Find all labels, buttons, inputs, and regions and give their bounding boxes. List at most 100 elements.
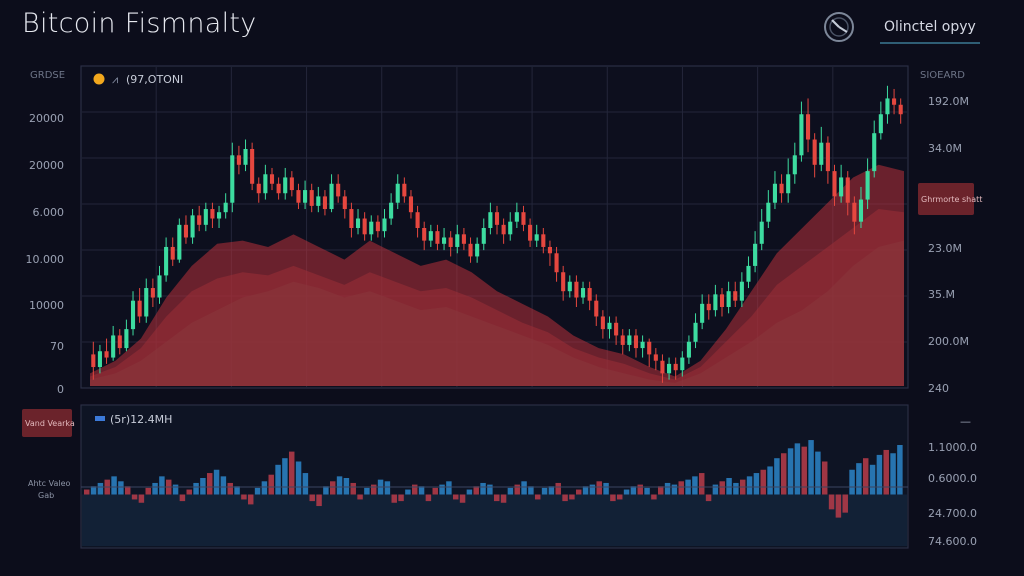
volume-bar bbox=[548, 486, 555, 495]
volume-bar bbox=[309, 494, 315, 502]
candle-body bbox=[329, 183, 334, 210]
volume-bar bbox=[172, 484, 179, 495]
volume-bar bbox=[863, 458, 869, 495]
candle-body bbox=[316, 196, 321, 206]
candle-body bbox=[885, 98, 890, 115]
candle-body bbox=[561, 272, 566, 292]
volume-bar bbox=[289, 451, 295, 495]
right-badge-text: Ghrmorte shatt bbox=[921, 195, 982, 204]
volume-legend-label: (5r)12.4MH bbox=[110, 413, 172, 426]
volume-bar bbox=[555, 482, 561, 495]
candle-body bbox=[382, 218, 387, 232]
clock-icon[interactable] bbox=[822, 10, 856, 44]
left-tick-label: 70 bbox=[50, 340, 64, 353]
candle-body bbox=[805, 114, 811, 140]
price-band-2 bbox=[90, 164, 904, 386]
candle-body bbox=[276, 183, 281, 194]
volume-bars bbox=[82, 440, 907, 546]
candle-body bbox=[117, 335, 122, 349]
candle-body bbox=[97, 351, 102, 368]
price-legend-label: (97,OTONI bbox=[126, 73, 183, 86]
candle-body bbox=[230, 155, 235, 203]
volume-bar bbox=[131, 494, 138, 500]
candle-body bbox=[580, 288, 586, 298]
right-tick-label: 200.0M bbox=[928, 335, 969, 348]
candle-body bbox=[216, 212, 222, 219]
candle-body bbox=[607, 322, 612, 330]
volume-bar bbox=[651, 494, 657, 500]
volume-bar bbox=[241, 494, 247, 500]
volume-bar bbox=[678, 481, 684, 495]
volume-bar bbox=[535, 494, 541, 500]
candle-body bbox=[528, 224, 533, 241]
volume-bar bbox=[671, 484, 678, 495]
candle-body bbox=[667, 363, 672, 374]
volume-bar bbox=[459, 494, 466, 503]
candle-body bbox=[488, 212, 493, 228]
candle-body bbox=[633, 335, 639, 349]
candle-body bbox=[640, 341, 645, 349]
candle-body bbox=[501, 224, 506, 235]
candle-body bbox=[759, 221, 764, 244]
candle-body bbox=[693, 322, 698, 342]
candle-body bbox=[203, 209, 208, 225]
volume-bar bbox=[418, 486, 425, 495]
volume-bar bbox=[118, 481, 124, 495]
candle-body bbox=[832, 171, 837, 197]
candle-body bbox=[627, 335, 632, 345]
volume-bar bbox=[808, 440, 814, 495]
candle-body bbox=[296, 190, 301, 203]
volume-bar bbox=[644, 487, 650, 495]
candle-body bbox=[700, 303, 705, 323]
candle-body bbox=[303, 190, 308, 203]
volume-bar bbox=[589, 484, 596, 495]
volume-bar bbox=[179, 494, 186, 502]
candle-body bbox=[673, 363, 678, 371]
volume-bar bbox=[869, 464, 876, 495]
volume-bar bbox=[282, 458, 288, 495]
candle-body bbox=[792, 155, 797, 175]
volume-bar bbox=[514, 484, 520, 495]
right-tick-label: 35.M bbox=[928, 288, 955, 301]
right-tick-label: 23.0M bbox=[928, 242, 962, 255]
volume-bar bbox=[569, 494, 575, 500]
candle-body bbox=[402, 183, 407, 197]
candle-body bbox=[726, 291, 731, 307]
candle-body bbox=[475, 243, 480, 257]
volume-bar bbox=[111, 476, 117, 495]
volume-bar bbox=[316, 494, 322, 507]
volume-bar bbox=[849, 469, 855, 495]
volume-bar bbox=[145, 487, 151, 495]
left-tick-label: 20000 bbox=[29, 159, 64, 172]
volume-bar bbox=[323, 486, 329, 495]
volume-left-badge-box bbox=[22, 409, 72, 437]
volume-bar bbox=[760, 469, 766, 495]
volume-bar bbox=[794, 443, 801, 495]
volume-bar bbox=[753, 473, 760, 495]
candle-body bbox=[852, 202, 857, 222]
volume-bar bbox=[213, 469, 220, 495]
volume-bar bbox=[815, 451, 821, 495]
volume-bar bbox=[494, 494, 500, 502]
official-copy-button[interactable]: Olinctel opyy bbox=[880, 16, 980, 44]
volume-bar bbox=[726, 478, 732, 495]
volume-bar bbox=[125, 486, 131, 495]
candle-body bbox=[514, 212, 519, 222]
volume-bar bbox=[576, 489, 582, 495]
candle-body bbox=[177, 224, 182, 260]
volume-bar bbox=[343, 478, 350, 495]
volume-bar bbox=[835, 494, 842, 518]
volume-bar bbox=[487, 484, 493, 495]
candle-body bbox=[130, 300, 136, 330]
volume-bar bbox=[596, 481, 602, 495]
volume-bar bbox=[398, 494, 404, 502]
candle-body bbox=[197, 215, 202, 225]
candle-body bbox=[269, 174, 275, 184]
candle-body bbox=[309, 190, 314, 206]
volume-bar bbox=[364, 487, 370, 495]
volume-bar bbox=[200, 478, 206, 495]
volume-bar bbox=[876, 454, 883, 495]
volume-bar bbox=[801, 446, 807, 495]
candle-body bbox=[137, 300, 142, 317]
candle-body bbox=[164, 246, 169, 276]
